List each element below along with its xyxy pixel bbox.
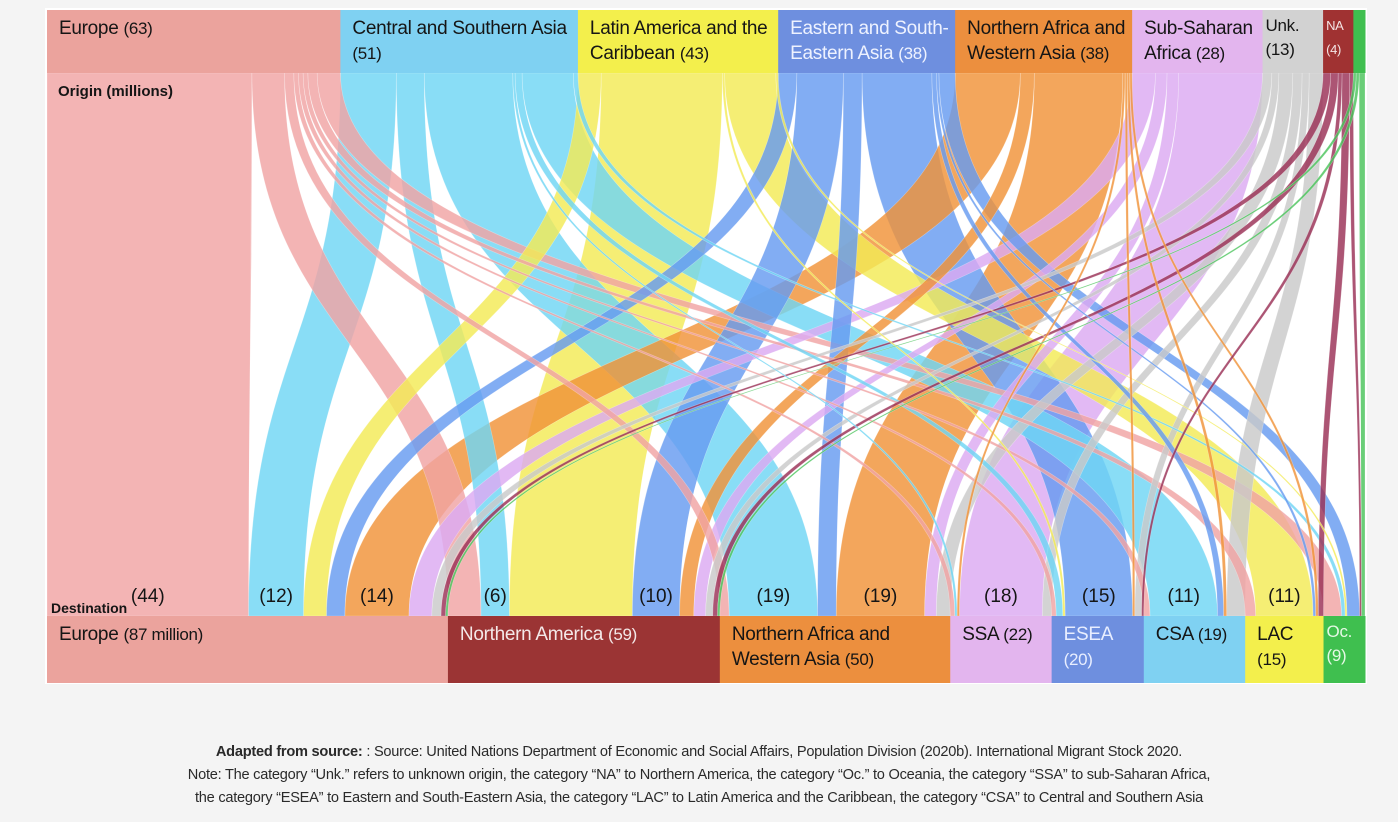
origin-node-label-lac: Latin America and the Caribbean (43): [590, 16, 774, 66]
node-value: (87 million): [123, 625, 203, 644]
origin-node-label-csa: Central and Southern Asia (51): [352, 16, 574, 66]
node-value: (43): [679, 44, 709, 63]
origin-node-oc: [1353, 10, 1366, 73]
destination-node-label-csa: CSA (19): [1156, 622, 1241, 647]
node-name: Latin America and the Caribbean: [589, 18, 768, 64]
flow-value-label: (11): [1268, 586, 1301, 607]
node-name: Northern Africa and Western Asia: [967, 18, 1126, 64]
node-name: NA: [1326, 18, 1343, 33]
node-value: (38): [898, 44, 928, 63]
origin-node-label-nawa: Northern Africa and Western Asia (38): [967, 16, 1128, 66]
flow-value-label: (11): [1167, 586, 1200, 607]
node-value: (38): [1080, 44, 1110, 63]
origin-axis-label: Origin (millions): [58, 83, 173, 100]
flow-value-label: (44): [130, 586, 165, 607]
flow-value-label: (14): [360, 586, 394, 607]
node-value: (13): [1265, 40, 1295, 59]
node-value: (59): [607, 625, 637, 644]
destination-node-ssa: [950, 616, 1053, 683]
nodes-layer: [47, 10, 1366, 683]
destination-axis-label: Destination: [51, 600, 128, 616]
flow-value-label: (12): [259, 586, 293, 607]
destination-node-label-eu: Europe (87 million): [59, 622, 444, 647]
node-name: Northern America: [459, 624, 603, 645]
node-name: Oc.: [1326, 622, 1353, 641]
destination-node-na: [447, 616, 721, 683]
origin-node-nawa: [955, 10, 1133, 73]
destination-node-oc: [1323, 616, 1366, 683]
node-name: SSA: [962, 624, 999, 645]
node-value: (50): [844, 650, 874, 669]
caption-source-text: : Source: United Nations Department of E…: [362, 744, 1183, 760]
destination-node-label-ssa: SSA (22): [962, 622, 1047, 647]
flow-eu-to-eu: [46, 72, 253, 617]
flow-value-label: (19): [863, 586, 898, 607]
destination-node-lac: [1245, 616, 1325, 683]
destination-node-label-nawa: Northern Africa and Western Asia (50): [732, 622, 946, 672]
caption-note-line-2: the category “ESEA” to Eastern and South…: [194, 790, 1204, 806]
flow-nawa-to-lac: [1129, 72, 1319, 617]
node-name: Unk.: [1265, 16, 1300, 35]
origin-node-label-na: NA (4): [1326, 14, 1349, 62]
origin-node-csa: [340, 10, 579, 73]
origin-node-esea: [778, 10, 956, 73]
node-value: (28): [1195, 44, 1225, 63]
destination-node-csa: [1143, 616, 1246, 683]
origin-node-lac: [577, 10, 779, 73]
flow-value-label: (10): [639, 586, 673, 607]
node-name: Central and Southern Asia: [352, 18, 567, 39]
node-name: Eastern and South-Eastern Asia: [790, 18, 949, 64]
origin-node-label-unk: Unk. (13): [1266, 14, 1320, 62]
node-value: (19): [1197, 625, 1227, 644]
node-value: (4): [1326, 42, 1342, 57]
caption-source-line: Adapted from source: : Source: United Na…: [0, 741, 1398, 764]
node-name: Europe: [59, 18, 119, 39]
node-value: (51): [352, 44, 382, 63]
destination-node-label-oc: Oc. (9): [1327, 620, 1361, 668]
origin-node-label-esea: Eastern and South-Eastern Asia (38): [790, 16, 951, 66]
node-name: Europe: [59, 624, 119, 645]
destination-node-esea: [1051, 616, 1145, 683]
node-name: Northern Africa and Western Asia: [731, 624, 890, 670]
destination-node-label-esea: ESEA (20): [1064, 622, 1140, 672]
node-value: (63): [123, 19, 153, 38]
caption: Adapted from source: : Source: United Na…: [0, 741, 1398, 810]
origin-node-eu: [47, 10, 341, 73]
origin-node-ssa: [1132, 10, 1264, 73]
destination-node-eu: [47, 616, 449, 683]
node-value: (20): [1063, 650, 1093, 669]
caption-source-bold: Adapted from source:: [215, 744, 363, 760]
origin-node-label-eu: Europe (63): [59, 16, 336, 41]
flow-value-label: (6): [483, 586, 507, 607]
flow-value-label: (15): [1081, 586, 1116, 607]
flow-value-label: (19): [756, 586, 791, 607]
node-name: LAC: [1257, 624, 1294, 645]
destination-node-nawa: [719, 616, 951, 683]
flow-value-label: (18): [984, 586, 1018, 607]
origin-node-unk: [1262, 10, 1324, 73]
destination-node-label-lac: LAC (15): [1257, 622, 1319, 672]
origin-node-na: [1323, 10, 1354, 73]
node-name: ESEA: [1063, 624, 1113, 645]
destination-node-label-na: Northern America (59): [460, 622, 716, 647]
flows-layer: [46, 72, 1366, 617]
node-name: CSA: [1155, 624, 1193, 645]
node-value: (15): [1257, 650, 1287, 669]
node-value: (22): [1003, 625, 1033, 644]
origin-node-label-ssa: Sub-Saharan Africa (28): [1144, 16, 1258, 66]
node-value: (9): [1326, 646, 1347, 665]
node-name: Sub-Saharan Africa: [1144, 18, 1253, 64]
caption-note-line-1: Note: The category “Unk.” refers to unkn…: [187, 767, 1211, 783]
